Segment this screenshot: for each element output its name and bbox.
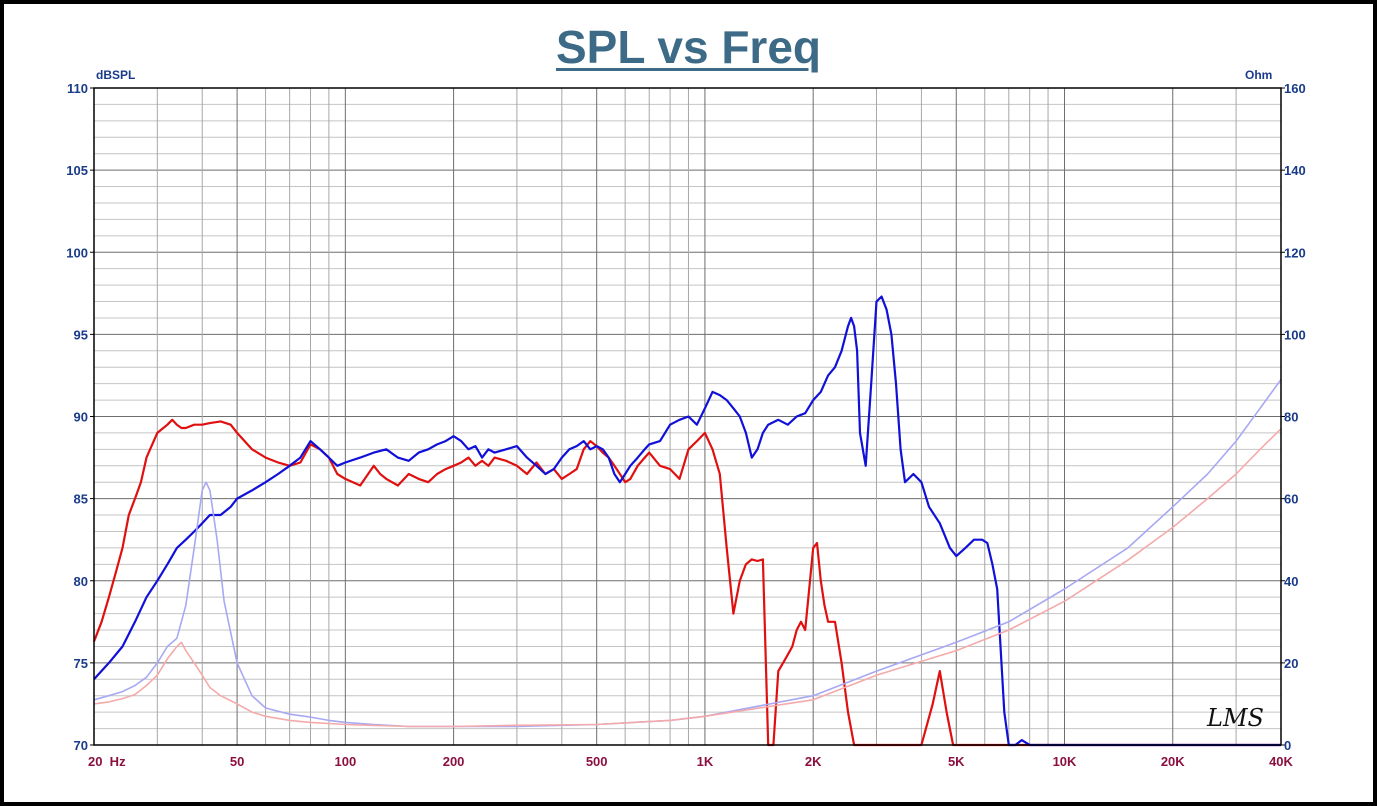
y-left-tick-label: 110	[67, 81, 88, 96]
chart-title: SPL vs Freq	[555, 21, 822, 73]
y-right-tick-label: 20	[1284, 656, 1298, 671]
x-tick-label: 100	[334, 754, 356, 769]
y-left-tick-label: 80	[74, 574, 88, 589]
x-tick-label: 1K	[697, 754, 714, 769]
x-tick-label: 20 Hz	[88, 754, 126, 769]
y-left-tick-label: 105	[66, 163, 88, 178]
y-right-tick-label: 40	[1284, 574, 1298, 589]
curve-series-1	[93, 295, 1281, 747]
x-tick-label: 200	[443, 754, 465, 769]
y-right-tick-label: 160	[1284, 81, 1306, 96]
x-tick-label: 20K	[1161, 754, 1185, 769]
y-left-tick-label: 90	[74, 410, 88, 425]
curve-series-2	[93, 379, 1282, 728]
lms-logo: LMS	[1206, 704, 1264, 732]
y-right-tick-label: 140	[1284, 163, 1306, 178]
x-tick-label: 5K	[948, 754, 965, 769]
x-tick-label: 500	[586, 754, 608, 769]
curve-series-3	[93, 428, 1282, 728]
y-right-tick-label: 0	[1284, 738, 1291, 753]
y-left-unit: dBSPL	[96, 68, 135, 82]
x-axis: 20 Hz 50 100 200 500 1K 2K 5K 10K 20K 40K	[88, 754, 1294, 769]
y-left-tick-label: 75	[74, 656, 88, 671]
x-tick-label: 40K	[1269, 754, 1293, 769]
y-axis-right: 160 140 120 100 80 60 40 20 0	[1281, 81, 1306, 753]
y-right-unit: Ohm	[1245, 68, 1272, 82]
x-tick-label: 50	[230, 754, 244, 769]
y-left-tick-label: 100	[66, 245, 88, 260]
x-tick-label: 2K	[805, 754, 822, 769]
y-axis-left: 110 105 100 95 90 85 80 75 70	[66, 81, 94, 753]
curves	[92, 295, 1282, 747]
y-right-tick-label: 60	[1284, 492, 1298, 507]
y-right-tick-label: 120	[1284, 245, 1306, 260]
y-right-tick-label: 100	[1284, 327, 1306, 342]
y-right-tick-label: 80	[1284, 410, 1298, 425]
y-left-tick-label: 95	[74, 327, 88, 342]
x-tick-label: 10K	[1053, 754, 1077, 769]
y-left-tick-label: 70	[74, 738, 88, 753]
grid-lines	[94, 88, 1281, 745]
y-left-tick-label: 85	[74, 492, 88, 507]
